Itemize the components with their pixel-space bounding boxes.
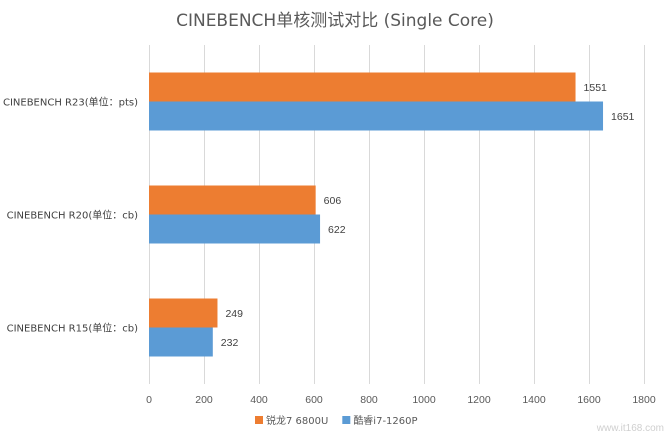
data-label: 606 [324, 195, 342, 207]
bar-series-2 [149, 327, 213, 357]
chart-title: CINEBENCH单核测试对比 (Single Core) [176, 11, 494, 31]
x-tick-label: 600 [305, 394, 323, 406]
watermark: www.it168.com [596, 423, 664, 434]
legend-label: 锐龙7 6800U [266, 414, 328, 427]
x-tick-label: 800 [360, 394, 378, 406]
data-labels: 1551 1651 606 622 249 232 [221, 82, 635, 349]
x-tick-label: 1200 [467, 394, 491, 406]
category-label: CINEBENCH R20(单位：cb) [7, 209, 138, 222]
x-tick-label: 1400 [522, 394, 546, 406]
x-tick-label: 1000 [412, 394, 436, 406]
bar-series-2 [149, 101, 604, 131]
x-tick-label: 1600 [577, 394, 601, 406]
legend-swatch [342, 416, 351, 424]
data-label: 1651 [611, 111, 635, 123]
legend: 锐龙7 6800U 酷睿i7-1260P [255, 414, 418, 427]
category-labels: CINEBENCH R23(单位：pts) CINEBENCH R20(单位：cb… [3, 96, 138, 335]
bar-series-1 [149, 185, 316, 215]
data-label: 249 [225, 308, 243, 320]
legend-swatch [255, 416, 263, 424]
category-label: CINEBENCH R15(单位：cb) [7, 322, 138, 335]
bar-series-1 [149, 298, 218, 328]
x-axis-tick-labels: 0 200 400 600 800 1000 1200 1400 1600 1800 [146, 394, 656, 406]
legend-label: 酷睿i7-1260P [353, 414, 417, 427]
x-tick-label: 0 [146, 394, 152, 406]
x-tick-label: 200 [195, 394, 213, 406]
bar-series-2 [149, 214, 321, 244]
bars [149, 72, 604, 357]
x-tick-label: 1800 [632, 394, 656, 406]
data-label: 232 [221, 337, 239, 349]
data-label: 622 [328, 224, 346, 236]
x-tick-label: 400 [250, 394, 268, 406]
bar-series-1 [149, 72, 576, 102]
data-label: 1551 [584, 82, 608, 94]
category-label: CINEBENCH R23(单位：pts) [3, 96, 138, 109]
